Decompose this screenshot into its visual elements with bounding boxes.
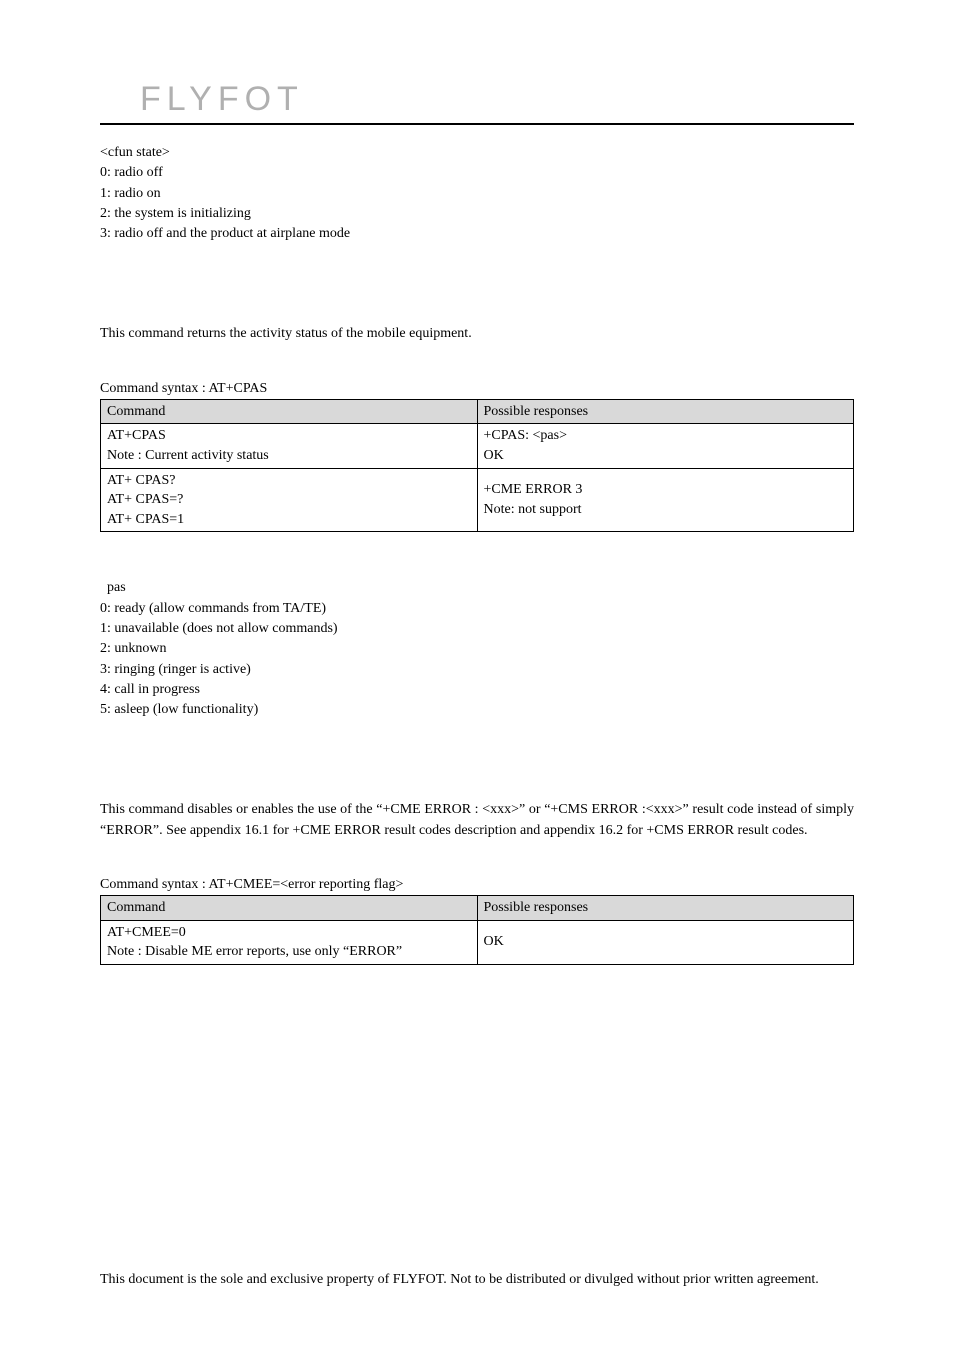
- cmee-description: This command disables or enables the use…: [100, 800, 854, 841]
- cfun-header: <cfun state>: [100, 143, 854, 163]
- table-cell: +CPAS: <pas> OK: [477, 424, 854, 468]
- pas-item: 5: asleep (low functionality): [100, 700, 854, 720]
- cfun-params-block: <cfun state> 0: radio off 1: radio on 2:…: [100, 143, 854, 244]
- cmee-table: Command Possible responses AT+CMEE=0 Not…: [100, 895, 854, 965]
- table-cell: AT+CPAS Note : Current activity status: [101, 424, 478, 468]
- table-header-cell: Possible responses: [477, 896, 854, 921]
- cmee-syntax: Command syntax : AT+CMEE=<error reportin…: [100, 877, 854, 893]
- cpas-section: This command returns the activity status…: [100, 324, 854, 720]
- table-row: AT+CPAS Note : Current activity status +…: [101, 424, 854, 468]
- table-cell: AT+CMEE=0 Note : Disable ME error report…: [101, 920, 478, 964]
- pas-item: 0: ready (allow commands from TA/TE): [100, 599, 854, 619]
- pas-header: pas: [100, 578, 854, 598]
- footer-text: This document is the sole and exclusive …: [100, 1270, 854, 1290]
- cmee-section: This command disables or enables the use…: [100, 800, 854, 964]
- cpas-description: This command returns the activity status…: [100, 324, 854, 344]
- pas-item: 4: call in progress: [100, 680, 854, 700]
- cpas-syntax: Command syntax : AT+CPAS: [100, 381, 854, 397]
- header-rule: [100, 123, 854, 125]
- table-header-cell: Command: [101, 399, 478, 424]
- cmee-cmd-line2: Note : Disable ME error reports, use onl…: [107, 944, 402, 959]
- cpas-params-block: pas 0: ready (allow commands from TA/TE)…: [100, 578, 854, 720]
- table-header-row: Command Possible responses: [101, 399, 854, 424]
- logo-text: FLYFOT: [140, 80, 854, 119]
- table-header-cell: Possible responses: [477, 399, 854, 424]
- table-row: AT+CMEE=0 Note : Disable ME error report…: [101, 920, 854, 964]
- table-header-row: Command Possible responses: [101, 896, 854, 921]
- page: FLYFOT <cfun state> 0: radio off 1: radi…: [0, 0, 954, 1350]
- cmee-cmd-line1: AT+CMEE=0: [107, 925, 186, 940]
- table-cell: OK: [477, 920, 854, 964]
- pas-item: 3: ringing (ringer is active): [100, 660, 854, 680]
- table-row: AT+ CPAS? AT+ CPAS=? AT+ CPAS=1 +CME ERR…: [101, 468, 854, 532]
- pas-item: 1: unavailable (does not allow commands): [100, 619, 854, 639]
- pas-item: 2: unknown: [100, 639, 854, 659]
- table-cell: +CME ERROR 3 Note: not support: [477, 468, 854, 532]
- cfun-item: 2: the system is initializing: [100, 204, 854, 224]
- table-cell: AT+ CPAS? AT+ CPAS=? AT+ CPAS=1: [101, 468, 478, 532]
- table-header-cell: Command: [101, 896, 478, 921]
- cpas-table: Command Possible responses AT+CPAS Note …: [100, 399, 854, 533]
- cfun-item: 1: radio on: [100, 184, 854, 204]
- cfun-item: 0: radio off: [100, 163, 854, 183]
- cfun-item: 3: radio off and the product at airplane…: [100, 224, 854, 244]
